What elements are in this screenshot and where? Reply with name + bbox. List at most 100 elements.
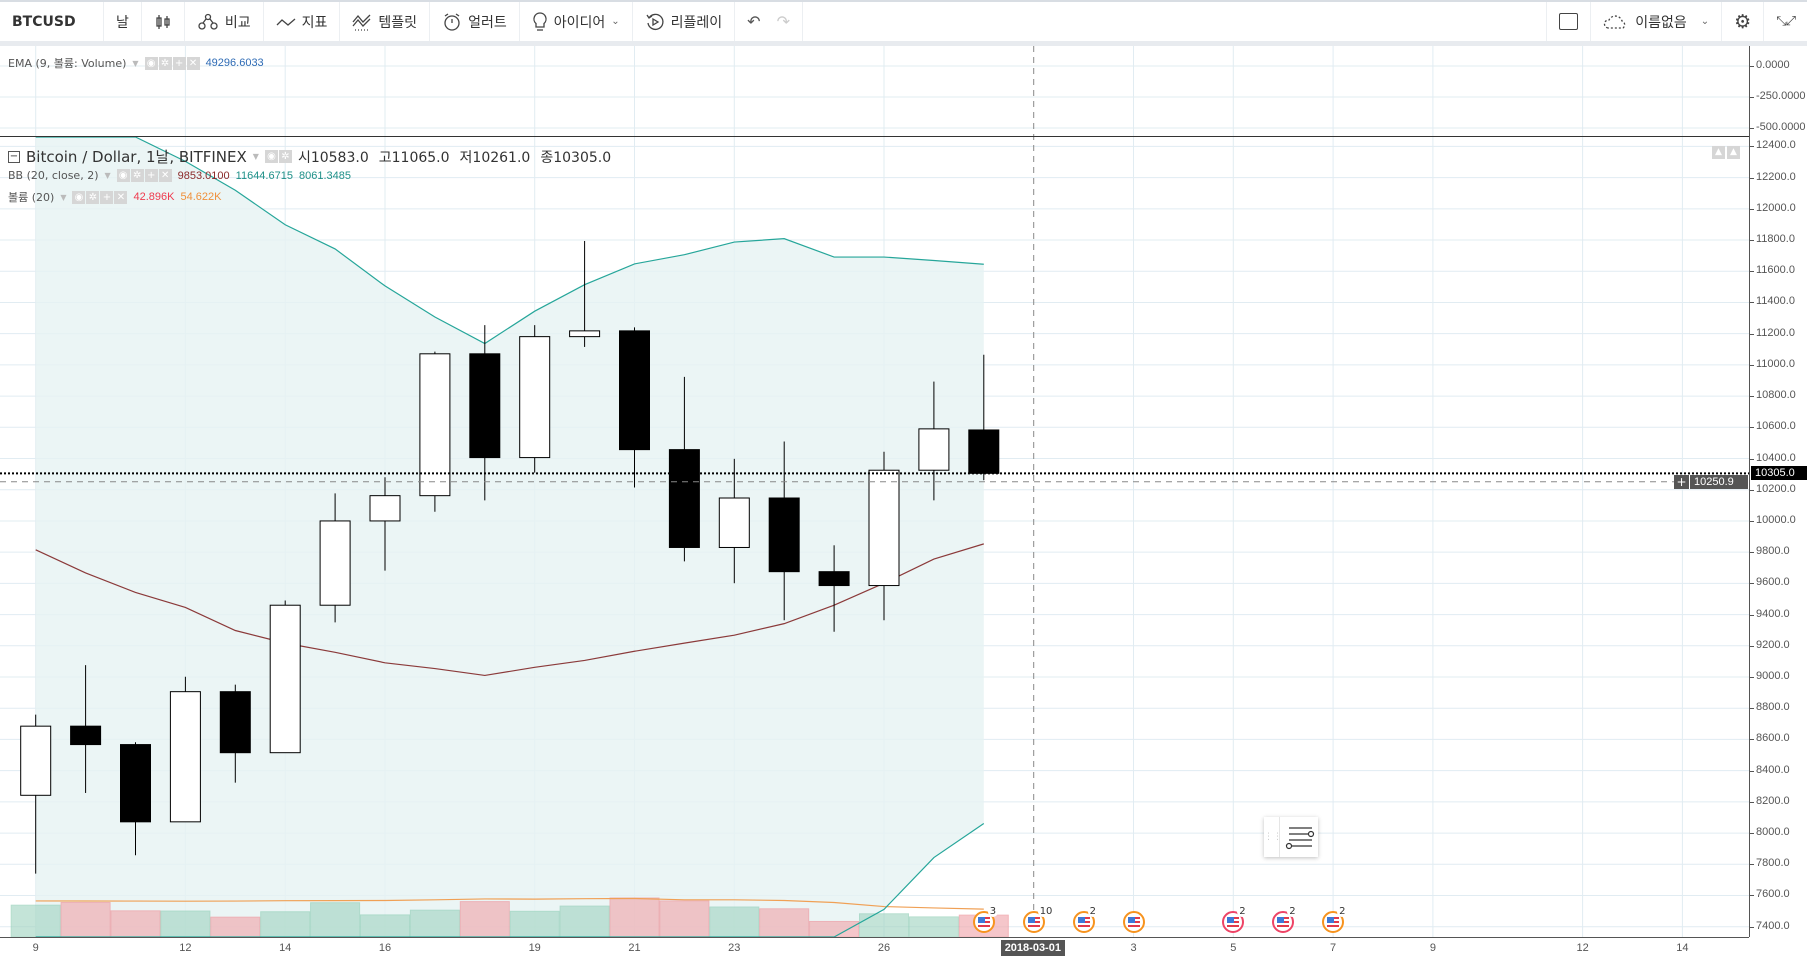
candle-body: [768, 497, 800, 573]
interval-label: 날: [116, 14, 129, 31]
ideas-label: 아이디어: [553, 14, 606, 31]
drag-handle-icon[interactable]: ⋮⋮: [1264, 817, 1282, 857]
save-layout-button[interactable]: 이름없음 ⌄: [1591, 2, 1723, 41]
eye-icon[interactable]: ◉: [116, 169, 130, 182]
plus-icon[interactable]: +: [144, 169, 158, 182]
gear-icon[interactable]: ✲: [130, 169, 144, 182]
price-tick-label: 10400.0: [1750, 451, 1796, 464]
us-flag-event-icon[interactable]: [1022, 911, 1045, 933]
candle-body: [120, 744, 151, 823]
gear-icon[interactable]: ✲: [86, 190, 100, 204]
high-label: 고: [378, 149, 392, 166]
volume-legend-label: 볼륨 (20): [8, 191, 55, 204]
pane-resize-buttons: ▲ ▲: [1712, 146, 1740, 159]
legend-dropdown-icon[interactable]: ▼: [60, 192, 67, 202]
eye-icon[interactable]: ◉: [72, 190, 86, 204]
us-flag-event-icon[interactable]: [1122, 911, 1145, 933]
price-tick-label: 8200.0: [1750, 794, 1790, 807]
price-tick-label: 8800.0: [1750, 701, 1790, 714]
last-price-label: 10305.0: [1751, 466, 1807, 481]
legend-dropdown-icon[interactable]: ▼: [252, 152, 259, 161]
flag-icon: [1277, 917, 1290, 928]
drawing-toolbar-float[interactable]: ⋮⋮: [1264, 817, 1318, 857]
ema-legend: EMA (9, 볼륨: Volume) ▼ ◉ ✲ + ✕ 49296.6033: [8, 55, 264, 71]
us-flag-event-icon[interactable]: [972, 911, 995, 933]
time-axis[interactable]: 9 12 14 16 19 21 23 26 3 5 7 9 12 14 2018-03-01: [0, 937, 1749, 959]
ideas-button[interactable]: 아이디어 ⌄: [520, 2, 633, 41]
us-flag-event-icon[interactable]: [1222, 911, 1245, 933]
collapse-icon[interactable]: −: [8, 150, 20, 163]
time-tick-label: 19: [528, 942, 541, 954]
eye-icon[interactable]: ◉: [144, 56, 158, 70]
us-flag-event-icon[interactable]: [1272, 911, 1295, 933]
volume-bar: [709, 906, 760, 937]
candle-body: [668, 449, 700, 548]
volume-bar: [509, 910, 560, 937]
bb-basis-line: [35, 543, 984, 677]
fullscreen-button[interactable]: ⤡⤢: [1764, 2, 1807, 41]
volume-bar: [260, 911, 311, 937]
price-tick-label: 7800.0: [1750, 857, 1790, 870]
event-count-badge: 2: [1287, 906, 1298, 917]
time-tick-label: 14: [1676, 942, 1689, 954]
candle-body: [169, 691, 201, 823]
symbol-search-button[interactable]: BTCUSD: [0, 2, 104, 41]
bb-legend: BB (20, close, 2) ▼ ◉ ✲ + ✕ 9853.0100 11644…: [8, 169, 351, 182]
candle-body: [569, 330, 601, 338]
volume-bar: [110, 910, 161, 937]
main-pane: [0, 137, 1749, 937]
alert-button[interactable]: 얼러트: [430, 2, 520, 41]
volume-value: 42.896K: [133, 191, 175, 203]
add-alert-plus-icon[interactable]: +: [1674, 474, 1689, 489]
candles-icon: [156, 14, 170, 29]
maximize-pane-icon[interactable]: ▲: [1712, 146, 1725, 159]
candle-body: [419, 353, 451, 497]
ema-tick-label: -250.0000: [1750, 90, 1806, 102]
plus-icon[interactable]: +: [100, 190, 114, 204]
candle-body: [469, 353, 501, 459]
redo-button[interactable]: ↷: [765, 2, 803, 41]
layout-name-label: 이름없음: [1635, 14, 1687, 31]
indicators-label: 지표: [301, 14, 328, 31]
low-value: 10261.0: [472, 149, 531, 166]
us-flag-event-icon[interactable]: [1072, 911, 1095, 933]
close-icon[interactable]: ✕: [186, 56, 200, 70]
ema-legend-label: EMA (9, 볼륨: Volume): [8, 57, 127, 70]
eye-icon[interactable]: ◉: [264, 150, 278, 163]
alert-label: 얼러트: [468, 14, 507, 31]
replay-button[interactable]: 리플레이: [633, 2, 736, 41]
chart-canvas[interactable]: [0, 0, 1749, 937]
gear-icon: ⚙: [1734, 10, 1752, 33]
layout-toggle-button[interactable]: [1546, 2, 1592, 41]
templates-button[interactable]: 템플릿: [340, 2, 431, 41]
candle-body: [369, 495, 401, 522]
legend-dropdown-icon[interactable]: ▼: [132, 58, 139, 68]
interval-button[interactable]: 날: [104, 2, 142, 41]
settings-button[interactable]: ⚙: [1722, 2, 1765, 41]
open-label: 시: [297, 149, 311, 166]
close-icon[interactable]: ✕: [158, 169, 172, 182]
compare-label: 비교: [224, 14, 251, 31]
compare-button[interactable]: 비교: [185, 2, 264, 41]
symbol-label: BTCUSD: [12, 13, 76, 30]
price-tick-label: 11600.0: [1750, 264, 1795, 277]
undo-button[interactable]: ↶: [735, 2, 764, 41]
indicators-button[interactable]: 지표: [264, 2, 341, 41]
us-flag-event-icon[interactable]: [1322, 911, 1345, 933]
volume-bar: [360, 914, 410, 937]
plus-icon[interactable]: +: [172, 56, 186, 70]
minimize-pane-icon[interactable]: ▲: [1727, 146, 1740, 159]
ema-pane: EMA (9, 볼륨: Volume) ▼ ◉ ✲ + ✕ 49296.6033: [0, 46, 1749, 137]
gear-icon[interactable]: ✲: [158, 56, 172, 70]
price-axis[interactable]: 12400.0 12200.0 12000.0 11800.0 11600.0 11400…: [1749, 46, 1807, 937]
time-tick-label: 26: [877, 942, 891, 954]
time-tick-label: 21: [628, 942, 641, 954]
indicator-line-icon: [276, 18, 296, 26]
legend-dropdown-icon[interactable]: ▼: [104, 171, 111, 180]
price-tick-label: 12400.0: [1750, 139, 1796, 152]
candle-body: [818, 571, 850, 587]
gear-icon[interactable]: ✲: [278, 150, 292, 163]
chart-style-button[interactable]: [142, 2, 185, 41]
close-icon[interactable]: ✕: [114, 190, 128, 204]
lightbulb-icon: [533, 11, 547, 31]
